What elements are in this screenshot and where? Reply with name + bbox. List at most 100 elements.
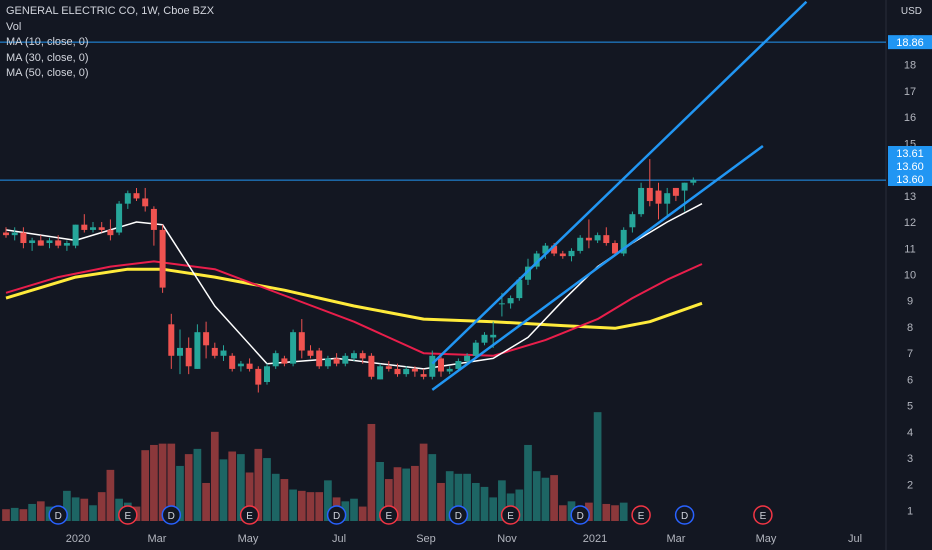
candle-body: [116, 203, 123, 233]
candle-body: [681, 182, 688, 191]
dividend-marker[interactable]: D: [161, 505, 182, 525]
candle-body: [533, 253, 540, 267]
candle-body: [498, 303, 505, 305]
volume-bar: [237, 454, 245, 521]
volume-bar: [271, 473, 280, 521]
ma50-line: [5, 267, 703, 330]
chart-legend: GENERAL ELECTRIC CO, 1W, Cboe BZX Vol MA…: [6, 4, 214, 82]
earnings-marker[interactable]: E: [500, 505, 521, 525]
candle-body: [664, 193, 671, 204]
candle-body: [446, 368, 453, 372]
candle-body: [612, 243, 618, 254]
volume-bar: [202, 482, 210, 521]
x-tick-label: Sep: [416, 533, 436, 545]
candle: [116, 201, 123, 236]
marker-label: D: [333, 511, 340, 522]
price-badge: 13.60: [888, 172, 932, 186]
volume-bar: [150, 444, 158, 521]
volume-bar: [471, 482, 480, 521]
candle-body: [472, 342, 479, 356]
candle: [185, 337, 192, 375]
dividend-marker[interactable]: D: [48, 505, 68, 525]
candle: [438, 355, 444, 377]
candle-body: [333, 358, 340, 364]
ma30-legend[interactable]: MA (30, close, 0): [6, 51, 89, 64]
candle: [290, 329, 297, 367]
candle-body: [246, 363, 253, 369]
dividend-marker[interactable]: D: [448, 505, 469, 525]
earnings-marker[interactable]: E: [631, 505, 651, 525]
earnings-marker[interactable]: E: [239, 505, 260, 525]
y-tick-label: 13: [904, 191, 916, 203]
badge-bg: [888, 146, 932, 160]
volume-bar: [280, 479, 289, 521]
earnings-marker[interactable]: E: [379, 505, 399, 525]
marker-circle: [448, 505, 469, 525]
volume-bar: [489, 497, 498, 521]
candle: [533, 250, 540, 270]
y-tick-label: 8: [907, 322, 913, 334]
x-tick-label: 2021: [583, 533, 607, 545]
candle-body: [203, 332, 210, 346]
volume-bar: [89, 505, 97, 521]
candle-body: [298, 332, 305, 351]
candle: [481, 332, 488, 346]
y-tick-label: 3: [907, 453, 913, 465]
candle-body: [107, 229, 114, 236]
y-tick-label: 6: [907, 374, 913, 386]
candle-body: [168, 324, 175, 356]
candle: [55, 235, 62, 249]
candle: [333, 353, 340, 367]
candle-body: [307, 350, 314, 356]
volume-bar: [541, 477, 550, 521]
volume-bar: [480, 486, 489, 521]
candle-body: [690, 180, 697, 183]
volume-bar: [593, 412, 602, 521]
volume-bar: [210, 431, 219, 521]
ma50-legend[interactable]: MA (50, close, 0): [6, 67, 89, 79]
candle-body: [229, 355, 236, 369]
earnings-marker[interactable]: E: [118, 505, 138, 525]
marker-circle: [753, 505, 773, 525]
ma10-legend[interactable]: MA (10, close, 0): [6, 36, 89, 48]
x-tick-label: Jul: [332, 533, 346, 545]
candle-body: [542, 245, 549, 254]
ma30-line: [5, 260, 703, 357]
candle-body: [420, 374, 427, 377]
volume-legend[interactable]: Vol: [6, 20, 22, 33]
symbol-title[interactable]: GENERAL ELECTRIC CO, 1W, Cboe BZX: [6, 5, 215, 17]
candle: [237, 361, 244, 372]
volume-bar: [602, 503, 611, 521]
candle-body: [585, 237, 592, 241]
candle-body: [411, 368, 418, 372]
candle: [37, 235, 44, 246]
candle: [281, 355, 288, 367]
earnings-marker[interactable]: E: [753, 505, 773, 525]
marker-circle: [631, 505, 651, 525]
candle: [90, 222, 96, 233]
candle-body: [490, 334, 497, 338]
candle: [690, 177, 697, 186]
dividend-marker[interactable]: D: [674, 505, 695, 525]
volume-bar: [384, 479, 393, 521]
dividend-marker[interactable]: D: [326, 505, 347, 525]
dividend-marker[interactable]: D: [570, 505, 590, 525]
marker-label: E: [507, 511, 514, 522]
volume-bar: [532, 471, 541, 521]
candle: [211, 342, 218, 359]
volume-bar: [515, 489, 524, 521]
volume-bar: [158, 443, 167, 521]
candle-body: [194, 332, 201, 369]
volume-bar: [28, 503, 36, 521]
candle-body: [46, 240, 53, 244]
volume-bar: [437, 482, 445, 521]
x-tick-label: May: [238, 533, 259, 545]
candle-body: [90, 227, 96, 230]
volume-bar: [141, 450, 150, 521]
candle: [316, 347, 323, 369]
x-tick-label: 2020: [66, 533, 90, 545]
y-tick-label: 2: [907, 479, 913, 491]
candle-body: [568, 250, 575, 257]
candle-body: [177, 347, 183, 356]
